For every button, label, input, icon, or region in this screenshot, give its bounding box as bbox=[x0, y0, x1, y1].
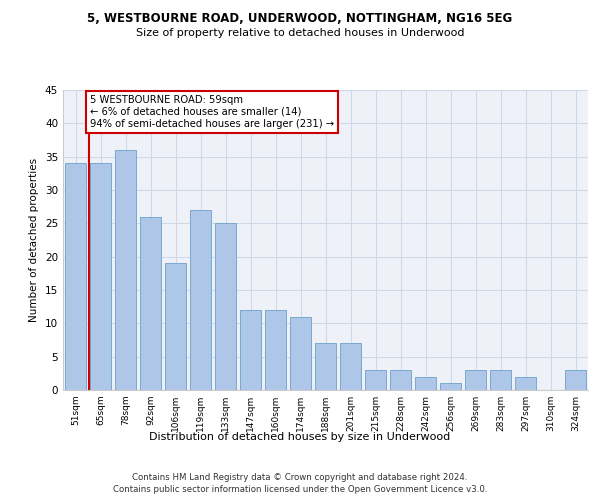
Bar bbox=[515, 376, 536, 390]
Bar bbox=[215, 224, 236, 390]
Bar bbox=[490, 370, 511, 390]
Text: Size of property relative to detached houses in Underwood: Size of property relative to detached ho… bbox=[136, 28, 464, 38]
Bar bbox=[240, 310, 261, 390]
Text: 5, WESTBOURNE ROAD, UNDERWOOD, NOTTINGHAM, NG16 5EG: 5, WESTBOURNE ROAD, UNDERWOOD, NOTTINGHA… bbox=[88, 12, 512, 26]
Bar bbox=[440, 384, 461, 390]
Bar bbox=[415, 376, 436, 390]
Bar bbox=[265, 310, 286, 390]
Text: Contains HM Land Registry data © Crown copyright and database right 2024.: Contains HM Land Registry data © Crown c… bbox=[132, 472, 468, 482]
Bar bbox=[115, 150, 136, 390]
Bar bbox=[315, 344, 336, 390]
Bar bbox=[140, 216, 161, 390]
Bar bbox=[165, 264, 186, 390]
Text: Distribution of detached houses by size in Underwood: Distribution of detached houses by size … bbox=[149, 432, 451, 442]
Bar bbox=[190, 210, 211, 390]
Text: 5 WESTBOURNE ROAD: 59sqm
← 6% of detached houses are smaller (14)
94% of semi-de: 5 WESTBOURNE ROAD: 59sqm ← 6% of detache… bbox=[90, 96, 334, 128]
Bar bbox=[565, 370, 586, 390]
Bar bbox=[65, 164, 86, 390]
Bar bbox=[290, 316, 311, 390]
Bar bbox=[365, 370, 386, 390]
Bar bbox=[465, 370, 486, 390]
Y-axis label: Number of detached properties: Number of detached properties bbox=[29, 158, 40, 322]
Text: Contains public sector information licensed under the Open Government Licence v3: Contains public sector information licen… bbox=[113, 485, 487, 494]
Bar bbox=[390, 370, 411, 390]
Bar bbox=[90, 164, 111, 390]
Bar bbox=[340, 344, 361, 390]
